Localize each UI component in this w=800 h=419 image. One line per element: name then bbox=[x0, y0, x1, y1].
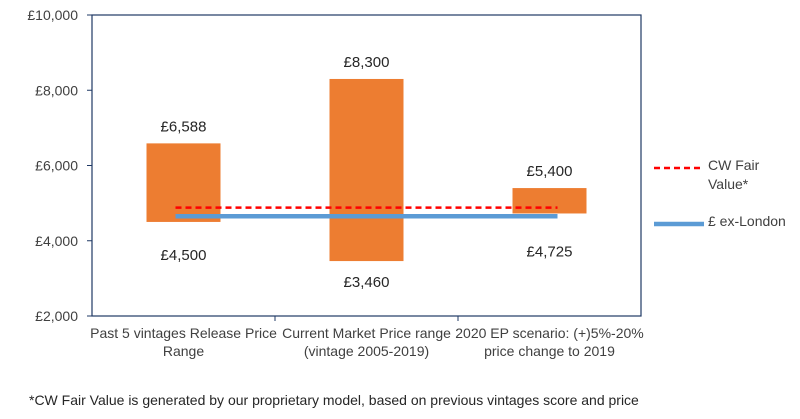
bars bbox=[146, 78, 587, 262]
y-axis: £2,000 £4,000 £6,000 £8,000 £10,000 bbox=[27, 7, 642, 324]
x-axis: Past 5 vintages Release Price Range Curren… bbox=[90, 316, 644, 359]
y-tick-label: £2,000 bbox=[35, 308, 78, 324]
y-tick-label: £4,000 bbox=[35, 233, 78, 249]
data-labels: £6,588 £4,500 £8,300 £3,460 £5,400 £4,725 bbox=[161, 54, 573, 291]
y-tick-label: £10,000 bbox=[27, 7, 78, 23]
data-label-low: £3,460 bbox=[344, 274, 390, 291]
data-label-high: £6,588 bbox=[161, 118, 207, 135]
legend-item-cw-fair-value: CW Fair Value* bbox=[652, 156, 800, 194]
data-label-low: £4,725 bbox=[527, 243, 573, 260]
data-label-high: £5,400 bbox=[527, 163, 573, 180]
legend-swatch-dashed bbox=[652, 160, 706, 170]
legend-item-ex-london: £ ex-London bbox=[652, 212, 800, 231]
range-bar bbox=[146, 143, 221, 222]
data-label-low: £4,500 bbox=[161, 247, 207, 264]
legend-label-cw-fair-value: CW Fair Value* bbox=[708, 157, 760, 192]
legend-swatch-solid bbox=[652, 216, 706, 227]
category-label: Past 5 vintages Release Price bbox=[90, 325, 277, 341]
data-label-high: £8,300 bbox=[344, 54, 390, 71]
y-tick-label: £8,000 bbox=[35, 82, 78, 98]
range-bar bbox=[329, 78, 404, 262]
reference-lines bbox=[175, 206, 558, 219]
category-label: price change to 2019 bbox=[484, 343, 615, 359]
footnote: *CW Fair Value is generated by our propr… bbox=[29, 392, 639, 408]
y-tick-label: £6,000 bbox=[35, 158, 78, 174]
category-label: Range bbox=[163, 343, 204, 359]
category-label: 2020 EP scenario: (+)5%-20% bbox=[455, 325, 643, 341]
legend: CW Fair Value* £ ex-London bbox=[652, 156, 800, 249]
category-label: (vintage 2005-2019) bbox=[304, 343, 429, 359]
category-label: Current Market Price range bbox=[282, 325, 451, 341]
legend-label-ex-london: £ ex-London bbox=[708, 213, 786, 229]
range-bar bbox=[512, 188, 587, 214]
